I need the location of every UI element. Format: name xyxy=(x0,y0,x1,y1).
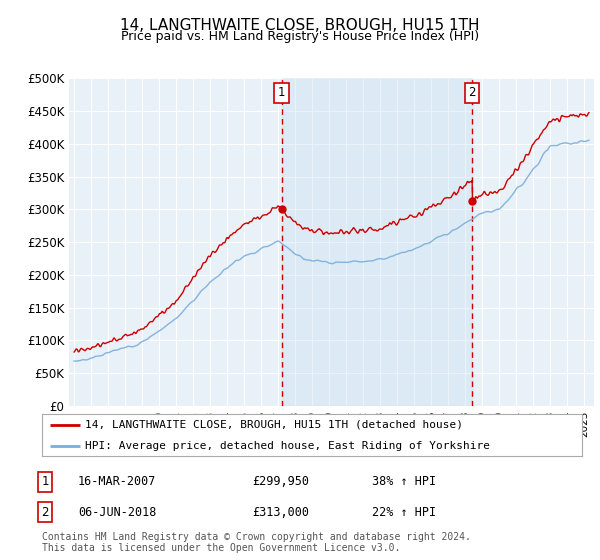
Text: 2: 2 xyxy=(41,506,49,519)
Text: Price paid vs. HM Land Registry's House Price Index (HPI): Price paid vs. HM Land Registry's House … xyxy=(121,30,479,43)
Text: 14, LANGTHWAITE CLOSE, BROUGH, HU15 1TH: 14, LANGTHWAITE CLOSE, BROUGH, HU15 1TH xyxy=(120,18,480,34)
Text: HPI: Average price, detached house, East Riding of Yorkshire: HPI: Average price, detached house, East… xyxy=(85,441,490,451)
Text: 2: 2 xyxy=(469,86,476,99)
Text: 38% ↑ HPI: 38% ↑ HPI xyxy=(372,475,436,488)
Text: 14, LANGTHWAITE CLOSE, BROUGH, HU15 1TH (detached house): 14, LANGTHWAITE CLOSE, BROUGH, HU15 1TH … xyxy=(85,420,463,430)
Text: 16-MAR-2007: 16-MAR-2007 xyxy=(78,475,157,488)
Text: 1: 1 xyxy=(278,86,285,99)
Text: 1: 1 xyxy=(41,475,49,488)
Text: 22% ↑ HPI: 22% ↑ HPI xyxy=(372,506,436,519)
Bar xyxy=(281,78,472,406)
Text: 06-JUN-2018: 06-JUN-2018 xyxy=(78,506,157,519)
Text: £313,000: £313,000 xyxy=(252,506,309,519)
Text: Contains HM Land Registry data © Crown copyright and database right 2024.
This d: Contains HM Land Registry data © Crown c… xyxy=(42,531,471,553)
Text: £299,950: £299,950 xyxy=(252,475,309,488)
